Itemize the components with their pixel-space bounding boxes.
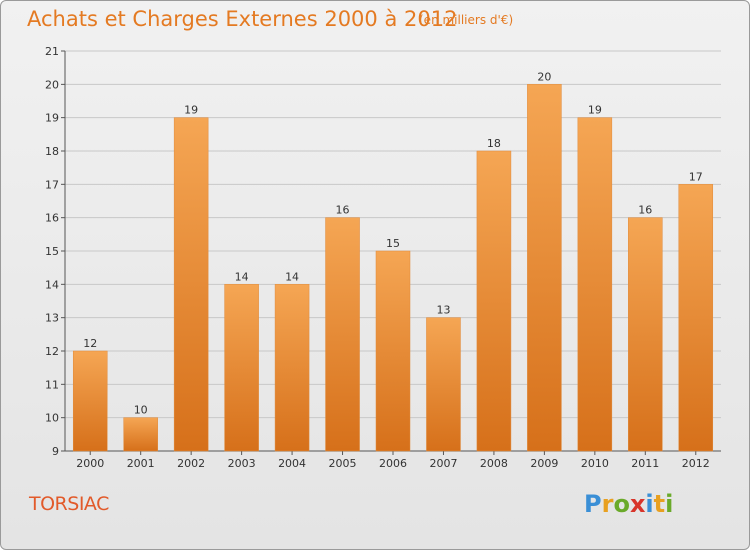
x-tick-label: 2005 bbox=[329, 457, 357, 470]
bar bbox=[173, 117, 209, 452]
bar bbox=[72, 350, 108, 452]
x-tick-label: 2002 bbox=[177, 457, 205, 470]
logo-letter: r bbox=[601, 490, 614, 518]
logo-letter: i bbox=[665, 490, 674, 518]
bar bbox=[224, 284, 259, 452]
y-tick-label: 14 bbox=[45, 278, 59, 291]
x-tick-label: 2010 bbox=[581, 457, 609, 470]
x-tick-label: 2001 bbox=[127, 457, 155, 470]
data-label: 14 bbox=[235, 270, 249, 283]
logo-letter: i bbox=[645, 490, 654, 518]
y-tick-label: 21 bbox=[45, 45, 59, 58]
bars bbox=[72, 84, 714, 452]
chart-subtitle: (en milliers d'€) bbox=[419, 13, 514, 27]
bar bbox=[577, 117, 613, 452]
logo-letter: o bbox=[613, 490, 630, 518]
data-label: 18 bbox=[487, 137, 501, 150]
y-tick-label: 17 bbox=[45, 178, 59, 191]
data-label: 16 bbox=[336, 204, 350, 217]
data-label: 14 bbox=[285, 270, 299, 283]
y-tick-label: 16 bbox=[45, 212, 59, 225]
x-tick-labels: 2000 2001 2002 2003 2004 2005 2006 2007 2008 2009… bbox=[76, 457, 710, 470]
bar bbox=[527, 84, 562, 452]
data-labels: 12 10 19 14 14 16 15 13 18 20 19 16 17 bbox=[83, 70, 703, 416]
x-tick-label: 2006 bbox=[379, 457, 407, 470]
bar bbox=[476, 150, 512, 452]
x-tick-label: 2011 bbox=[631, 457, 659, 470]
y-tick-label: 18 bbox=[45, 145, 59, 158]
y-tick-label: 9 bbox=[52, 445, 59, 458]
y-tick-label: 10 bbox=[45, 412, 59, 425]
x-tick-label: 2004 bbox=[278, 457, 306, 470]
data-label: 12 bbox=[83, 337, 97, 350]
y-tick-label: 15 bbox=[45, 245, 59, 258]
data-label: 19 bbox=[588, 104, 602, 117]
bar bbox=[426, 317, 461, 452]
logo-letter: t bbox=[653, 490, 666, 518]
y-tick-label: 20 bbox=[45, 78, 59, 91]
proxiti-logo[interactable]: Proxiti bbox=[584, 490, 673, 518]
x-tick-label: 2000 bbox=[76, 457, 104, 470]
bar bbox=[274, 284, 310, 452]
logo-letter: P bbox=[584, 490, 602, 518]
data-label: 13 bbox=[436, 304, 450, 317]
chart-title: Achats et Charges Externes 2000 à 2012 bbox=[27, 7, 458, 31]
bar bbox=[678, 184, 714, 452]
y-tick-label: 19 bbox=[45, 112, 59, 125]
data-label: 15 bbox=[386, 237, 400, 250]
logo-letter: x bbox=[629, 490, 646, 518]
y-tick-label: 12 bbox=[45, 345, 59, 358]
x-tick-label: 2007 bbox=[429, 457, 457, 470]
bar bbox=[325, 217, 360, 452]
x-tick-label: 2003 bbox=[228, 457, 256, 470]
place-name: TORSIAC bbox=[29, 493, 109, 515]
data-label: 19 bbox=[184, 104, 198, 117]
data-label: 17 bbox=[689, 170, 703, 183]
y-tick-label: 11 bbox=[45, 378, 59, 391]
bar bbox=[123, 417, 158, 452]
data-label: 20 bbox=[537, 70, 551, 83]
x-tick-label: 2012 bbox=[682, 457, 710, 470]
bar bbox=[628, 217, 663, 452]
data-label: 10 bbox=[134, 404, 148, 417]
x-tick-label: 2009 bbox=[530, 457, 558, 470]
y-tick-label: 13 bbox=[45, 312, 59, 325]
data-label: 16 bbox=[638, 204, 652, 217]
x-tick-label: 2008 bbox=[480, 457, 508, 470]
y-tick-labels: 9 10 11 12 13 14 15 16 17 18 19 20 21 bbox=[45, 45, 59, 458]
bar bbox=[375, 250, 411, 452]
